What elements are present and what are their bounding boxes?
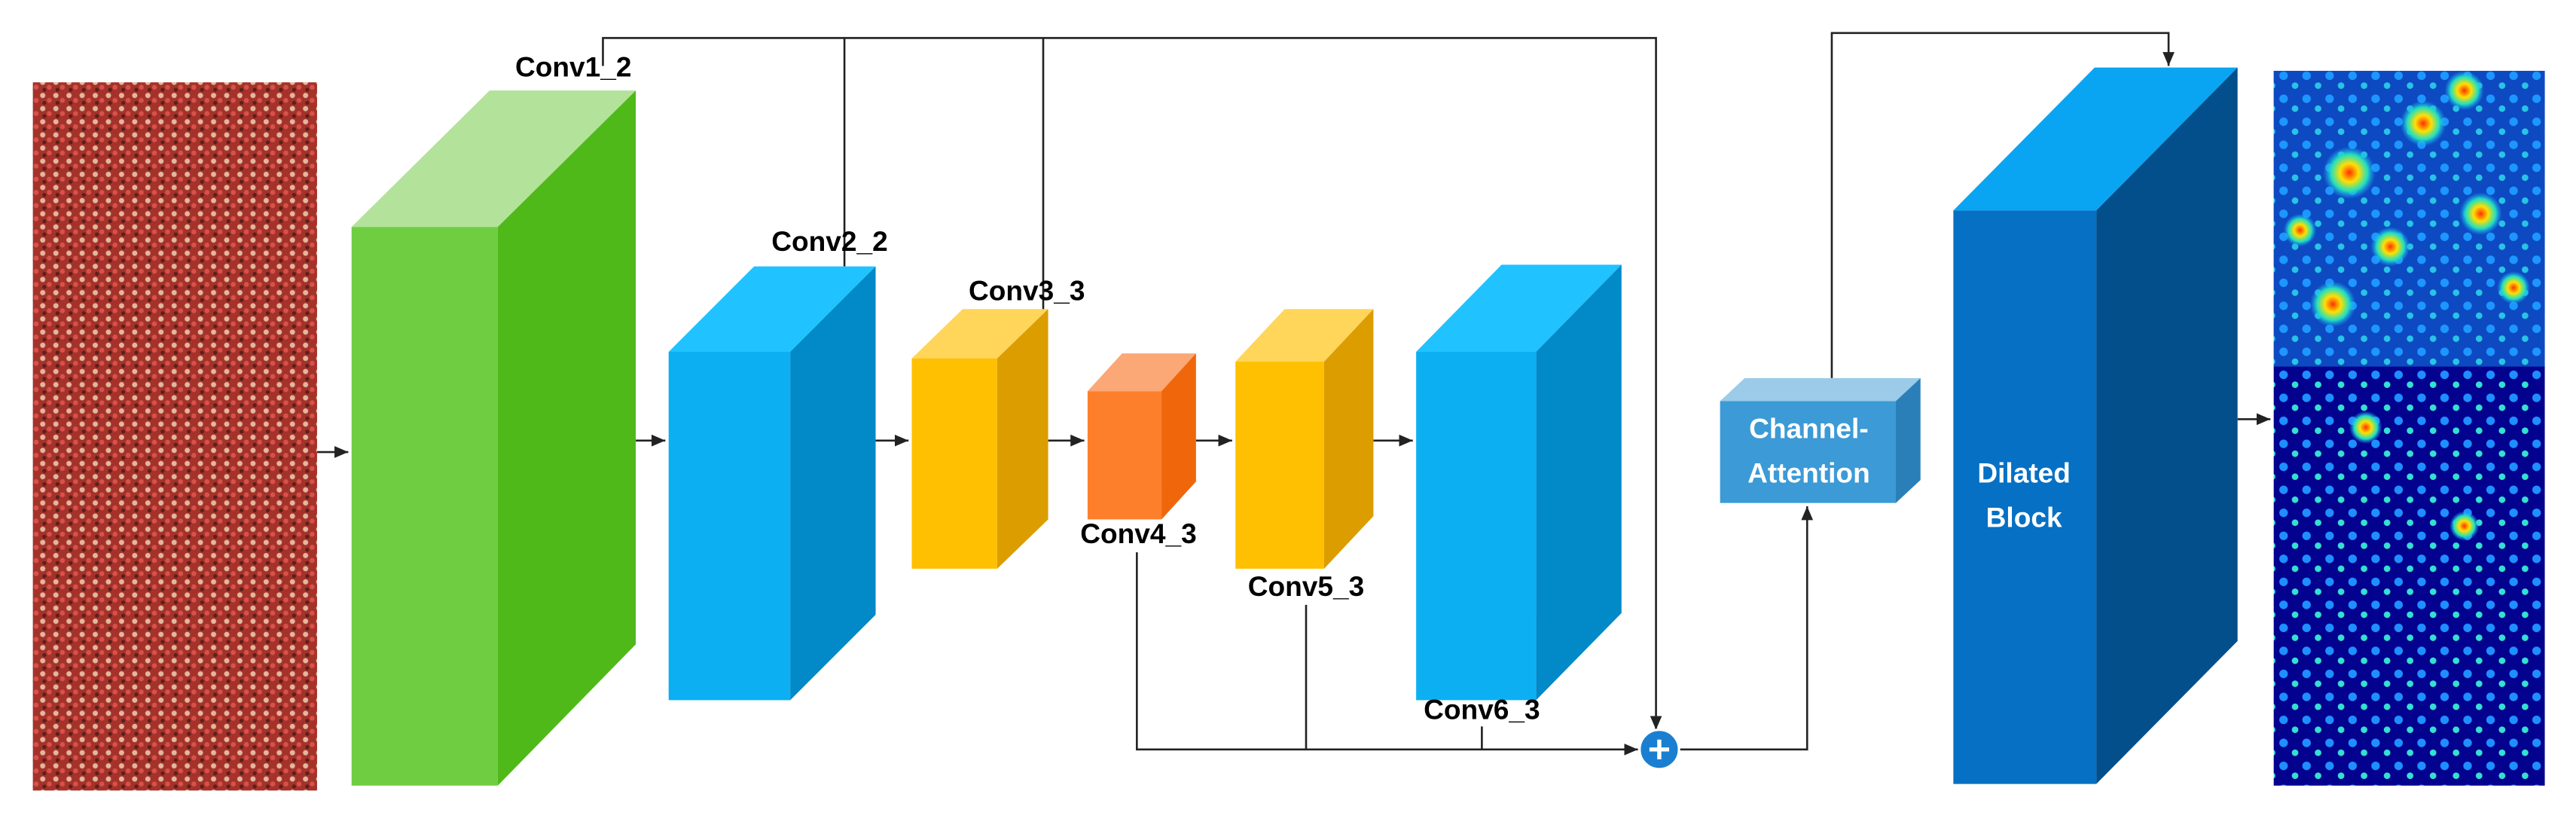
block-channel-attention bbox=[1720, 377, 1921, 503]
node-label: Conv2_2 bbox=[771, 225, 888, 257]
connections bbox=[316, 32, 2271, 756]
sum-node bbox=[1638, 729, 1680, 771]
block-conv3 bbox=[911, 309, 1048, 569]
node-label: Conv5_3 bbox=[1248, 570, 1365, 602]
node-label: Conv1_2 bbox=[515, 51, 632, 83]
node-label: Dilated bbox=[1977, 457, 2071, 488]
node-label: Conv6_3 bbox=[1424, 693, 1540, 725]
input-image bbox=[32, 82, 317, 791]
node-label: Attention bbox=[1747, 457, 1870, 488]
block-conv2 bbox=[668, 266, 876, 701]
node-label: Conv3_3 bbox=[969, 274, 1085, 306]
block-conv5 bbox=[1235, 309, 1374, 569]
node-label: Channel- bbox=[1749, 412, 1869, 444]
block-conv6 bbox=[1416, 264, 1622, 701]
node-label: Block bbox=[1986, 501, 2062, 533]
block-conv4 bbox=[1087, 353, 1196, 520]
node-label: Conv4_3 bbox=[1080, 518, 1197, 549]
block-dilated bbox=[1953, 67, 2238, 784]
block-conv1 bbox=[351, 90, 636, 786]
density-map bbox=[2273, 71, 2545, 786]
